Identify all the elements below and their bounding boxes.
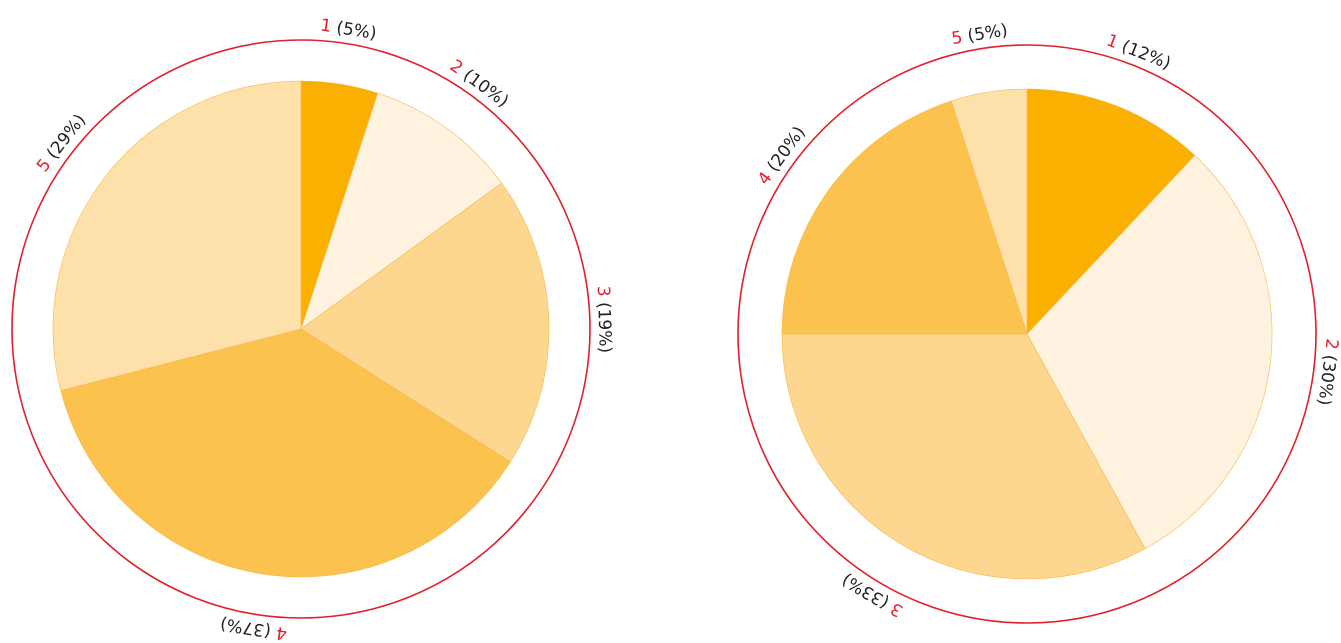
slice-label: 5 (5%) <box>950 20 1009 49</box>
pie-slice <box>1026 88 1196 335</box>
slice-label: 3 (19%) <box>593 286 615 354</box>
value-label: (20%) <box>764 123 810 176</box>
value-label: (19%) <box>593 302 615 354</box>
slice-label: 1 (5%) <box>319 15 378 44</box>
category-label: 1 <box>319 15 333 36</box>
pie-slice <box>300 92 503 330</box>
value-label: (10%) <box>459 66 512 112</box>
category-label: 3 <box>593 286 613 297</box>
value-label: (30%) <box>1313 353 1339 406</box>
value-label: (37%) <box>219 613 273 641</box>
pie-slice <box>950 88 1028 335</box>
ring <box>11 39 591 619</box>
pie-slice <box>781 100 1028 335</box>
value-label: (5%) <box>335 18 378 44</box>
pie-slice <box>60 328 511 578</box>
pie-slice <box>781 333 1146 580</box>
value-label: (12%) <box>1119 37 1174 74</box>
pie-slice <box>1026 154 1273 550</box>
category-label: 2 <box>1321 337 1341 350</box>
pie-slice <box>300 182 550 463</box>
category-label: 1 <box>1104 31 1121 54</box>
value-label: (5%) <box>966 20 1009 46</box>
value-label: (33%) <box>839 569 893 612</box>
pie-chart: 1 (5%)2 (10%)3 (19%)4 (37%)5 (29%) <box>11 15 615 643</box>
slice-label: 3 (33%) <box>839 569 907 620</box>
category-label: 4 <box>275 622 289 643</box>
slice-label: 2 (30%) <box>1313 337 1341 406</box>
slice-label: 2 (10%) <box>446 56 512 112</box>
category-label: 5 <box>950 28 964 49</box>
slice-label: 4 (20%) <box>754 123 810 189</box>
pie-chart: 1 (12%) 2 (30%) 3 (33%) 4 (20%) 5 (5%) <box>737 20 1341 624</box>
pie-slice <box>52 80 302 392</box>
value-label: (29%) <box>43 111 90 164</box>
ring <box>737 44 1317 624</box>
